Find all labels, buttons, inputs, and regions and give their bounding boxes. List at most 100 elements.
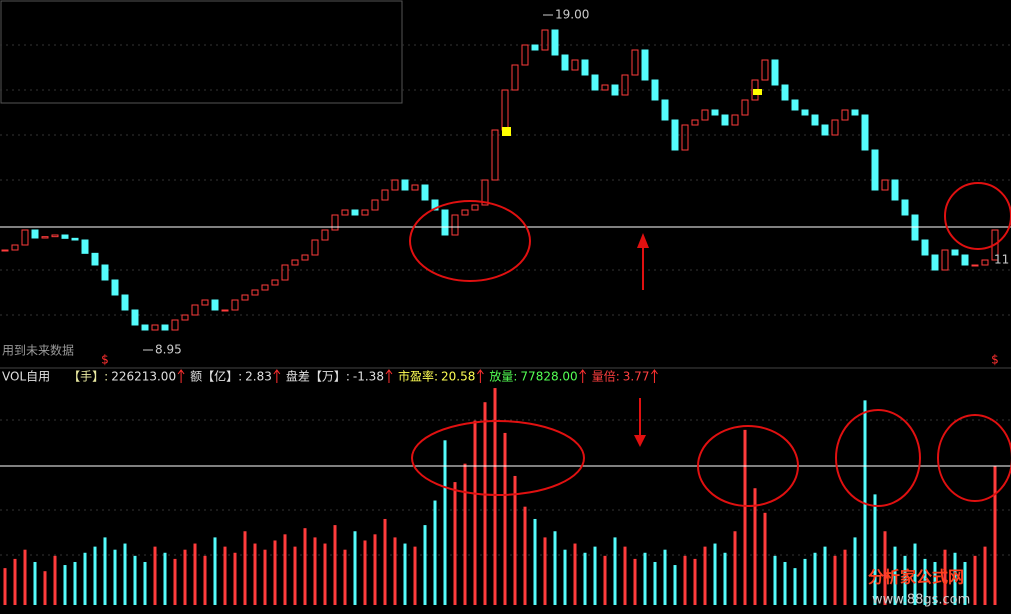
candle: [611, 84, 619, 96]
volume-bar: [433, 500, 437, 605]
candle: [941, 249, 949, 271]
volume-bar: [353, 531, 357, 605]
candle: [381, 189, 389, 201]
candle: [361, 209, 369, 216]
header-value: -1.38: [353, 370, 384, 384]
candle: [71, 237, 79, 241]
candle: [921, 239, 929, 256]
watermark-url: www.88gs.com: [872, 593, 970, 608]
volume-bar: [983, 546, 987, 605]
candle: [171, 319, 179, 331]
volume-bar: [623, 546, 627, 605]
candle: [341, 209, 349, 216]
volume-bar: [563, 549, 567, 605]
volume-bar: [513, 475, 517, 605]
volume-bar: [123, 543, 127, 605]
volume-bar: [43, 571, 47, 605]
volume-bar: [443, 440, 447, 605]
volume-bar: [453, 482, 457, 605]
candle: [411, 184, 419, 191]
candle: [651, 79, 659, 101]
volume-bar: [553, 531, 557, 605]
candle: [891, 179, 899, 201]
volume-bar: [613, 537, 617, 605]
candle: [731, 114, 739, 126]
volume-bar: [913, 543, 917, 605]
volume-bar: [13, 558, 17, 605]
candle: [531, 44, 539, 51]
volume-bar: [773, 555, 777, 605]
header-value: 3.77: [623, 370, 650, 384]
header-label: 【手】:: [68, 370, 108, 384]
candle: [311, 239, 319, 256]
candle: [691, 119, 699, 126]
volume-bar: [3, 568, 7, 605]
volume-bar: [313, 537, 317, 605]
volume-bar: [643, 552, 647, 605]
volume-bar: [573, 543, 577, 605]
up-arrow-icon: [385, 369, 393, 383]
candle: [421, 184, 429, 201]
candle: [191, 304, 199, 316]
volume-bar: [703, 546, 707, 605]
volume-bar: [323, 543, 327, 605]
candle: [461, 209, 469, 216]
volume-bar: [393, 537, 397, 605]
candle: [31, 229, 39, 239]
volume-bar: [503, 432, 507, 605]
candle: [791, 99, 799, 111]
candle: [351, 209, 359, 216]
volume-bar: [993, 465, 997, 605]
volume-bar: [723, 552, 727, 605]
volume-bar: [253, 543, 257, 605]
volume-bar: [63, 565, 67, 605]
volume-bar: [943, 549, 947, 605]
candle: [401, 179, 409, 191]
candle: [61, 234, 69, 239]
volume-bar: [73, 561, 77, 605]
volume-bar: [23, 549, 27, 605]
candle: [41, 236, 49, 239]
volume-bar: [853, 537, 857, 605]
candle: [201, 299, 209, 306]
volume-bar: [963, 561, 967, 605]
volume-bar: [193, 543, 197, 605]
candle: [111, 279, 119, 296]
volume-bar: [713, 543, 717, 605]
candle: [211, 299, 219, 311]
candle: [771, 59, 779, 86]
volume-bar: [293, 546, 297, 605]
info-box: [0, 0, 403, 104]
volume-bar: [673, 565, 677, 605]
candle: [581, 59, 589, 76]
candle: [671, 119, 679, 151]
volume-bar: [783, 561, 787, 605]
volume-bar: [463, 463, 467, 605]
volume-bar: [233, 552, 237, 605]
vol-title: VOL自用: [2, 370, 50, 384]
up-arrow-icon: [651, 369, 658, 383]
volume-bar: [633, 558, 637, 605]
candle: [871, 149, 879, 191]
candle: [481, 179, 489, 206]
candle: [711, 109, 719, 116]
volume-bar: [863, 400, 867, 605]
up-arrow-icon: [177, 369, 185, 383]
volume-bar: [413, 546, 417, 605]
volume-bar: [823, 546, 827, 605]
volume-bar: [923, 558, 927, 605]
volume-bar: [103, 537, 107, 605]
candle: [141, 324, 149, 331]
candle: [241, 294, 249, 301]
candle: [441, 209, 449, 236]
candle: [621, 74, 629, 96]
high-label: 19.00: [555, 8, 589, 22]
volume-bar: [53, 555, 57, 605]
volume-bar: [223, 546, 227, 605]
volume-bar: [593, 546, 597, 605]
volume-bar: [273, 540, 277, 605]
candle: [831, 119, 839, 136]
volume-bar: [763, 512, 767, 605]
volume-bar: [343, 549, 347, 605]
candle: [971, 264, 979, 267]
